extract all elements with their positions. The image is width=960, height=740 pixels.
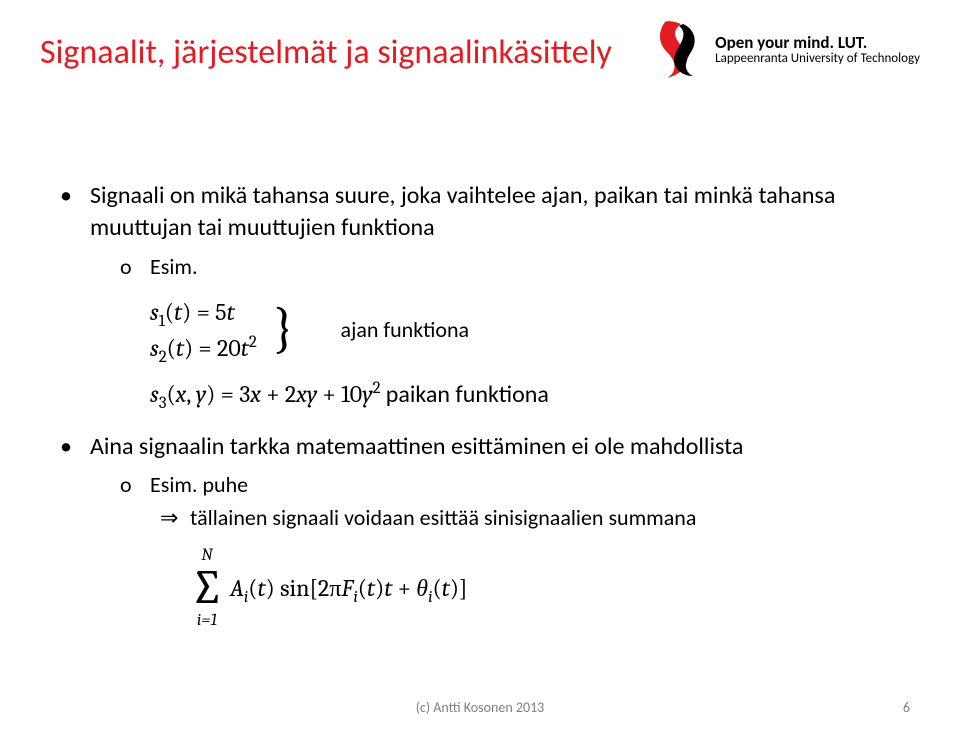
bullet-2-sub2: ⇒ tällainen signaali voidaan esittää sin… [160,504,900,531]
bullet-2-text: Aina signaalin tarkka matemaattinen esit… [90,431,743,463]
sigma-symbol: ∑ [190,564,224,612]
bullet-2-sub2-text: tällainen signaali voidaan esittää sinis… [190,504,696,531]
sum-body: Ai(t) sin[2πFi(t)t + θi(t)] [230,574,467,603]
bullet-1: • Signaali on mikä tahansa suure, joka v… [60,180,900,245]
page-number: 6 [903,699,910,716]
bullet-2: • Aina signaalin tarkka matemaattinen es… [60,431,900,463]
logo-text: Open your mind. LUT. Lappeenranta Univer… [715,34,920,67]
brace-icon: } [273,300,295,360]
slide: Signaalit, järjestelmät ja signaalinkäsi… [0,0,960,740]
logo-block: Open your mind. LUT. Lappeenranta Univer… [653,20,920,80]
bullet-dot-icon: • [60,431,90,462]
math-s1: s1(t) = 5t [150,294,257,330]
bullet-1-sub: o Esim. [120,253,900,280]
summation-block: N ∑ i=1 Ai(t) sin[2πFi(t)t + θi(t)] [190,547,900,629]
bullet-1-text: Signaali on mikä tahansa suure, joka vai… [90,180,900,245]
math-s3-line: s3(x, y) = 3x + 2xy + 10y2 paikan funkti… [150,380,900,409]
math-s3: s3(x, y) = 3x + 2xy + 10y2 [150,380,381,408]
sigma-icon: N ∑ i=1 [190,547,224,629]
math-ajan-funktiona: s1(t) = 5t s2(t) = 20t2 } ajan funktiona [150,294,900,366]
lut-logo-icon [653,20,703,80]
footer-text: (c) Antti Kosonen 2013 [0,699,960,716]
math-stack: s1(t) = 5t s2(t) = 20t2 [150,294,257,366]
math-s2: s2(t) = 20t2 [150,330,257,366]
logo-main-text: Open your mind. LUT. [715,34,920,53]
arrow-icon: ⇒ [160,504,190,531]
ajan-label: ajan funktiona [341,316,470,343]
sigma-bottom: i=1 [197,612,217,629]
content-area: • Signaali on mikä tahansa suure, joka v… [60,180,900,629]
sub-bullet-icon: o [120,471,150,498]
slide-title: Signaalit, järjestelmät ja signaalinkäsi… [40,32,612,73]
bullet-2-sub-text: Esim. puhe [150,471,248,498]
bullet-1-sub-text: Esim. [150,253,198,280]
paikan-label: paikan funktiona [386,380,549,409]
sub-bullet-icon: o [120,253,150,280]
logo-sub-text: Lappeenranta University of Technology [715,52,920,66]
bullet-dot-icon: • [60,180,90,211]
bullet-2-sub: o Esim. puhe [120,471,900,498]
